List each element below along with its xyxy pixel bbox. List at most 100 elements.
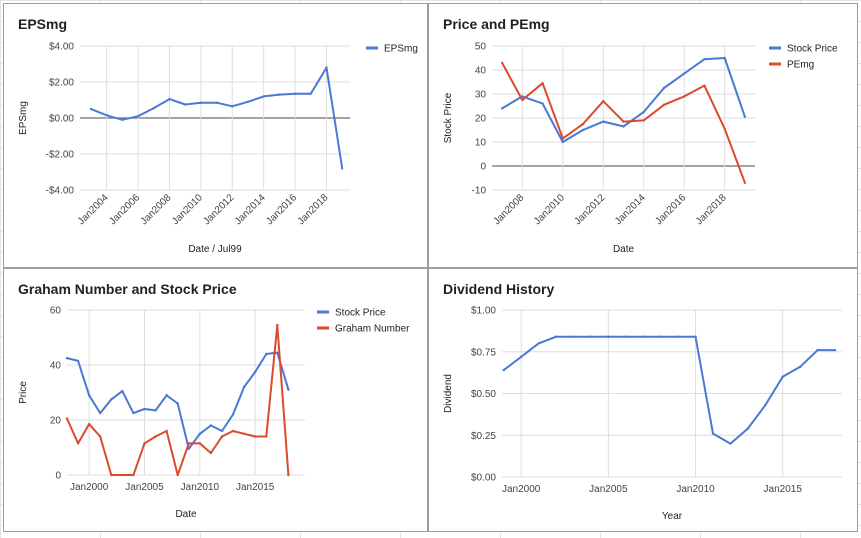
data-point bbox=[176, 402, 179, 405]
x-tick-label: Jan2005 bbox=[589, 484, 628, 495]
data-point bbox=[816, 348, 819, 352]
data-point bbox=[231, 429, 235, 433]
data-point bbox=[602, 100, 605, 103]
x-tick-label: Jan2012 bbox=[201, 192, 236, 227]
data-point bbox=[519, 355, 523, 358]
data-point bbox=[165, 429, 168, 433]
data-point bbox=[798, 365, 802, 368]
data-point bbox=[99, 411, 102, 415]
data-point bbox=[242, 432, 246, 435]
data-point bbox=[589, 335, 593, 338]
x-tick-label: Jan2010 bbox=[181, 482, 220, 493]
y-tick-label: 20 bbox=[475, 114, 487, 125]
data-point bbox=[581, 128, 585, 132]
data-point bbox=[622, 125, 625, 128]
data-point bbox=[121, 118, 124, 122]
y-axis-title: Price bbox=[18, 381, 29, 404]
data-point bbox=[723, 127, 726, 130]
data-point bbox=[105, 114, 108, 117]
data-point bbox=[231, 105, 234, 108]
y-tick-label: 0 bbox=[55, 471, 61, 482]
data-point bbox=[746, 427, 750, 430]
y-axis-title: Stock Price bbox=[443, 92, 454, 143]
data-point bbox=[87, 422, 91, 426]
data-point bbox=[622, 120, 625, 123]
data-point bbox=[694, 335, 697, 338]
data-point bbox=[183, 103, 187, 106]
data-point bbox=[729, 442, 732, 445]
x-tick-label: Jan2004 bbox=[76, 192, 111, 227]
x-tick-label: Jan2010 bbox=[676, 484, 715, 495]
data-point bbox=[242, 385, 246, 389]
data-point bbox=[662, 103, 666, 107]
y-tick-label: -10 bbox=[472, 186, 487, 197]
data-point bbox=[121, 473, 124, 477]
data-point bbox=[132, 473, 135, 477]
data-point bbox=[561, 137, 565, 140]
x-tick-label: Jan2008 bbox=[139, 192, 174, 227]
data-point bbox=[154, 409, 157, 412]
data-point bbox=[293, 92, 297, 95]
x-tick-label: Jan2000 bbox=[70, 482, 109, 493]
data-point bbox=[132, 411, 135, 415]
x-axis-title: Year bbox=[662, 511, 683, 522]
data-point bbox=[215, 101, 218, 104]
legend-swatch bbox=[366, 46, 378, 50]
data-point bbox=[602, 120, 605, 123]
series-line-1 bbox=[501, 62, 746, 184]
y-tick-label: $0.25 bbox=[471, 431, 496, 442]
legend-label: PEmg bbox=[787, 60, 814, 71]
data-point bbox=[659, 335, 662, 338]
y-tick-label: 30 bbox=[475, 90, 487, 101]
x-axis-title: Date bbox=[175, 509, 197, 520]
y-tick-label: 10 bbox=[475, 138, 487, 149]
data-point bbox=[572, 335, 575, 338]
data-point bbox=[168, 97, 171, 101]
data-point bbox=[198, 442, 202, 445]
data-point bbox=[89, 107, 93, 111]
data-point bbox=[676, 335, 680, 338]
data-point bbox=[340, 167, 344, 170]
price-pemg-chart-panel: Price and PEmg -10 0 10 20 30 40 50 Jan2008 Jan20… bbox=[428, 3, 858, 268]
data-point bbox=[110, 473, 113, 477]
data-point bbox=[278, 93, 281, 96]
data-point bbox=[165, 394, 168, 397]
y-tick-label: $1.00 bbox=[471, 306, 496, 317]
data-point bbox=[246, 100, 250, 104]
data-point bbox=[265, 352, 268, 356]
legend-swatch bbox=[317, 326, 329, 330]
data-point bbox=[76, 359, 80, 363]
y-tick-label: 40 bbox=[50, 361, 62, 372]
data-point bbox=[65, 417, 69, 420]
eps-chart: EPSmg-$4.00-$2.00$0.00$2.00$4.00Jan2004J… bbox=[18, 16, 418, 255]
y-tick-label: 60 bbox=[50, 306, 62, 317]
data-point bbox=[176, 473, 179, 477]
data-point bbox=[287, 473, 290, 477]
data-point bbox=[209, 424, 213, 427]
data-point bbox=[521, 98, 524, 102]
y-tick-label: $0.75 bbox=[471, 347, 496, 358]
x-tick-label: Jan2006 bbox=[107, 192, 142, 227]
y-tick-label: $0.00 bbox=[471, 473, 496, 484]
data-point bbox=[682, 72, 686, 75]
x-tick-label: Jan2016 bbox=[653, 192, 688, 227]
data-point bbox=[253, 370, 257, 374]
y-tick-label: $0.50 bbox=[471, 389, 496, 400]
data-point bbox=[143, 442, 146, 445]
legend-label: Graham Number bbox=[335, 324, 410, 335]
dividend-chart-panel: Dividend History $0.00 $0.25 $0.50 $0.75 $1.0… bbox=[428, 268, 858, 532]
x-tick-label: Jan2015 bbox=[236, 482, 275, 493]
data-point bbox=[743, 181, 747, 184]
data-point bbox=[187, 447, 190, 451]
x-tick-label: Jan2005 bbox=[125, 482, 164, 493]
data-point bbox=[764, 403, 767, 407]
data-point bbox=[537, 342, 540, 345]
data-point bbox=[287, 388, 290, 391]
y-tick-label: 40 bbox=[475, 66, 487, 77]
x-tick-label: Jan2010 bbox=[532, 192, 567, 227]
graham-chart: Graham Number and Stock Price 0 20 40 60 Jan2… bbox=[18, 281, 410, 520]
data-point bbox=[833, 348, 837, 352]
data-point bbox=[554, 335, 558, 338]
legend-label: EPSmg bbox=[384, 44, 418, 55]
